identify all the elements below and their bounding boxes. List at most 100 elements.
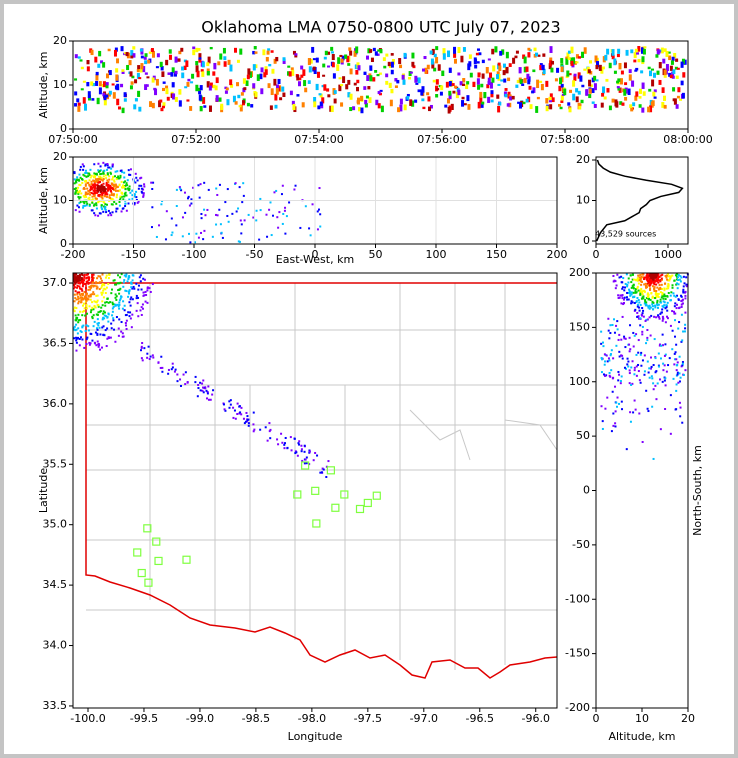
- source-pixel: [100, 184, 103, 187]
- source-pixel: [98, 348, 101, 351]
- source-pixel: [475, 52, 479, 56]
- source-pixel: [573, 73, 577, 77]
- source-pixel: [95, 294, 98, 297]
- source-pixel: [239, 219, 242, 222]
- source-pixel: [638, 412, 641, 415]
- source-pixel: [602, 86, 606, 94]
- source-pixel: [101, 192, 104, 195]
- source-pixel: [93, 300, 96, 303]
- source-pixel: [126, 184, 129, 187]
- source-pixel: [87, 329, 90, 332]
- source-pixel: [124, 205, 127, 208]
- source-pixel: [664, 298, 667, 301]
- source-pixel: [134, 172, 137, 175]
- source-pixel: [103, 189, 106, 192]
- source-pixel: [91, 281, 94, 284]
- source-pixel: [431, 61, 435, 69]
- source-pixel: [624, 286, 627, 289]
- source-pixel: [170, 368, 173, 371]
- source-pixel: [647, 66, 651, 70]
- source-pixel: [268, 63, 272, 67]
- source-pixel: [76, 316, 79, 319]
- source-pixel: [120, 321, 123, 324]
- source-pixel: [133, 203, 136, 206]
- source-pixel: [646, 292, 649, 295]
- source-pixel: [137, 90, 141, 97]
- source-pixel: [527, 47, 531, 51]
- source-pixel: [641, 293, 644, 296]
- source-pixel: [74, 329, 77, 332]
- source-pixel: [132, 285, 135, 288]
- source-pixel: [398, 58, 402, 65]
- source-pixel: [226, 214, 229, 217]
- source-pixel: [675, 283, 678, 286]
- source-pixel: [679, 275, 682, 278]
- source-pixel: [167, 72, 171, 75]
- source-pixel: [238, 412, 241, 415]
- source-pixel: [113, 188, 116, 191]
- source-pixel: [657, 315, 660, 318]
- source-pixel: [194, 381, 197, 384]
- source-pixel: [285, 215, 288, 218]
- source-pixel: [594, 55, 598, 63]
- source-pixel: [92, 325, 95, 328]
- source-pixel: [78, 210, 81, 213]
- source-pixel: [593, 103, 597, 108]
- source-pixel: [133, 195, 136, 198]
- source-pixel: [669, 324, 672, 327]
- source-pixel: [206, 81, 210, 88]
- source-pixel: [176, 373, 179, 376]
- source-pixel: [650, 367, 653, 370]
- source-pixel: [77, 195, 80, 198]
- source-pixel: [551, 97, 555, 103]
- source-pixel: [78, 285, 81, 288]
- axes-frame: [72, 156, 558, 245]
- source-pixel: [665, 315, 668, 318]
- source-pixel: [78, 183, 81, 186]
- source-pixel: [377, 91, 381, 95]
- source-pixel: [212, 84, 216, 89]
- source-pixel: [101, 300, 104, 303]
- source-pixel: [327, 460, 330, 463]
- source-pixel: [681, 302, 684, 305]
- source-pixel: [151, 354, 154, 357]
- source-pixel: [497, 106, 501, 113]
- x-tick-label: 07:52:00: [171, 133, 220, 146]
- source-pixel: [128, 301, 131, 304]
- source-pixel: [195, 61, 199, 66]
- source-pixel: [150, 226, 153, 229]
- source-pixel: [79, 287, 82, 290]
- source-pixel: [86, 81, 90, 87]
- source-pixel: [641, 333, 644, 336]
- source-pixel: [81, 338, 84, 341]
- source-pixel: [623, 62, 627, 69]
- source-pixel: [659, 291, 662, 294]
- x-tick-label: 150: [486, 248, 507, 261]
- source-pixel: [74, 209, 77, 212]
- source-pixel: [303, 444, 306, 447]
- source-pixel: [636, 315, 639, 318]
- source-pixel: [671, 284, 674, 287]
- source-pixel: [667, 273, 670, 276]
- source-pixel: [97, 169, 100, 172]
- source-pixel: [135, 282, 138, 285]
- source-pixel: [633, 59, 637, 63]
- source-pixel: [639, 293, 642, 296]
- source-pixel: [80, 281, 83, 284]
- source-pixel: [205, 389, 208, 392]
- source-pixel: [433, 67, 437, 72]
- source-pixel: [633, 373, 636, 376]
- source-pixel: [647, 276, 650, 279]
- source-pixel: [638, 279, 641, 282]
- source-pixel: [622, 277, 625, 280]
- source-pixel: [490, 99, 494, 103]
- source-pixel: [641, 359, 644, 362]
- source-pixel: [88, 190, 91, 193]
- source-pixel: [327, 65, 331, 68]
- source-pixel: [181, 72, 185, 79]
- source-pixel: [661, 273, 664, 276]
- source-pixel: [260, 67, 264, 73]
- source-pixel: [197, 184, 200, 187]
- source-pixel: [366, 55, 370, 60]
- source-pixel: [105, 315, 108, 318]
